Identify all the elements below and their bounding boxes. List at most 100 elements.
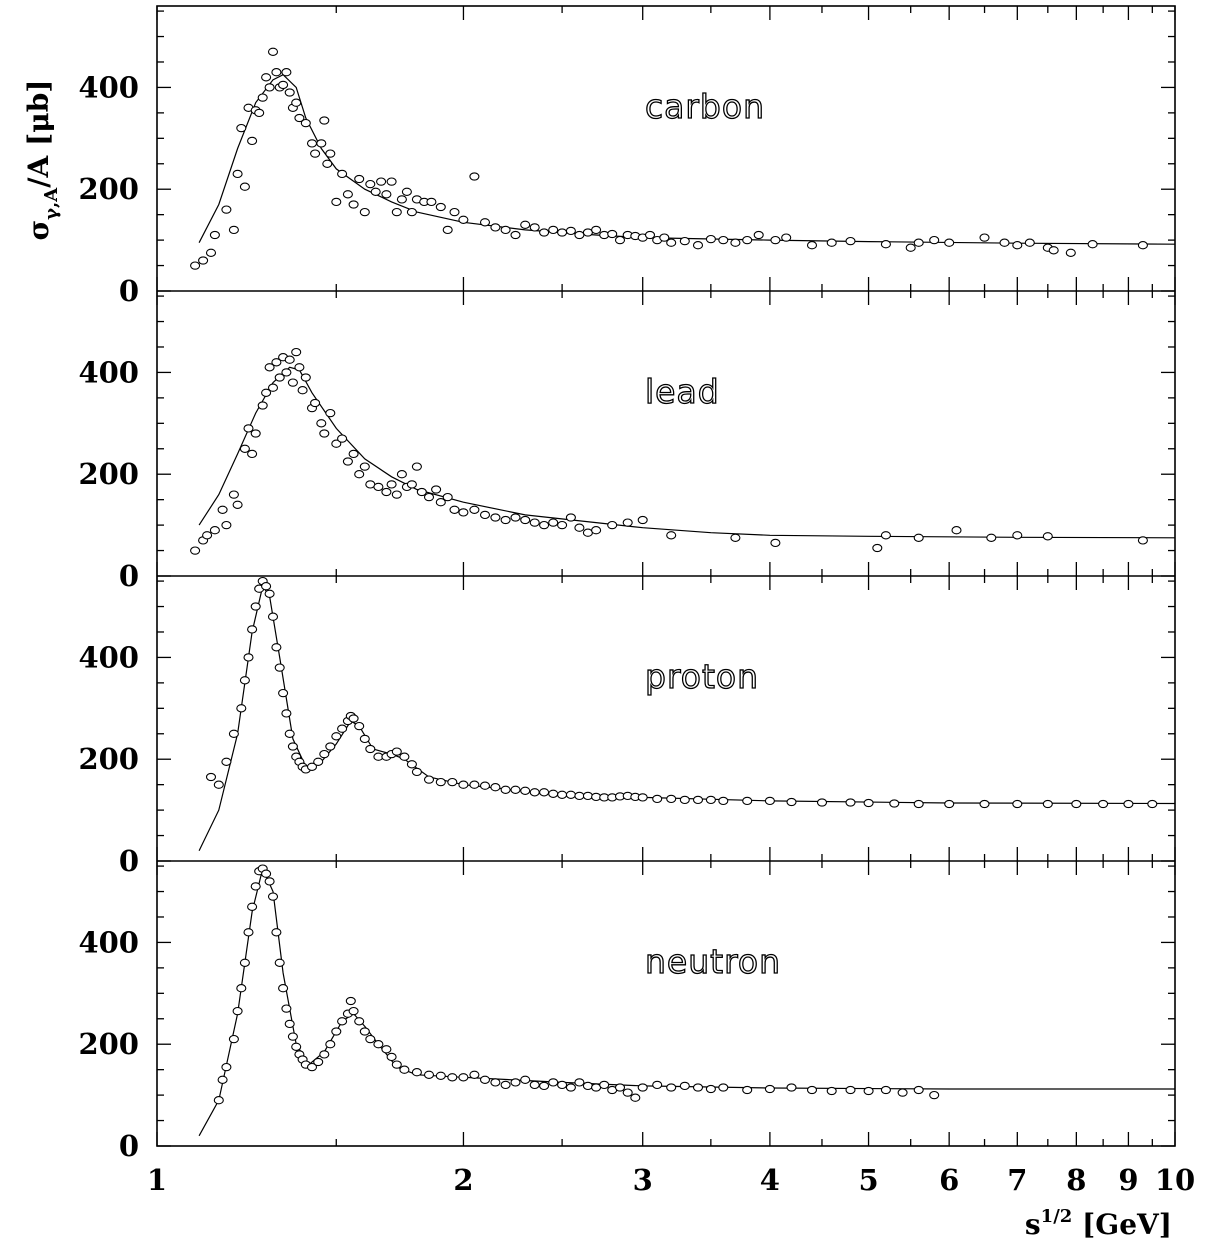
data-point	[929, 235, 940, 245]
data-point	[310, 398, 321, 408]
panels: 0 200 400 carbon 0 200 400 lead 0 200 400 proton 0 20…	[78, 6, 1176, 1163]
data-point	[411, 767, 422, 777]
data-point	[247, 136, 258, 146]
data-point	[692, 1083, 704, 1092]
data-point	[386, 177, 397, 186]
data-point	[243, 928, 254, 937]
y-tick-label: 400	[78, 70, 139, 104]
data-point	[718, 235, 729, 245]
data-point	[331, 732, 342, 741]
data-point	[529, 223, 540, 232]
data-point	[1087, 240, 1098, 249]
data-point	[520, 786, 531, 795]
data-point	[458, 780, 469, 789]
y-axis-title-unit: /A [μb]	[22, 79, 55, 187]
data-point	[406, 207, 417, 217]
data-point	[826, 1086, 837, 1096]
data-point	[539, 788, 550, 797]
x-axis-title-sup: 1/2	[1041, 1206, 1073, 1227]
data-point	[944, 799, 955, 809]
data-point	[469, 780, 480, 789]
data-point	[316, 139, 327, 148]
data-point	[764, 796, 775, 806]
data-point	[267, 892, 279, 901]
data-point	[614, 1083, 626, 1092]
data-point	[271, 68, 282, 77]
data-point	[490, 223, 501, 232]
data-point	[1137, 241, 1148, 250]
data-point	[359, 207, 370, 217]
data-point	[679, 795, 690, 805]
data-point	[431, 485, 442, 494]
data-point	[913, 238, 924, 247]
data-point	[271, 643, 282, 652]
data-point	[510, 785, 521, 794]
data-point	[274, 663, 285, 672]
data-point	[348, 449, 359, 459]
panel-carbon: 0 200 400 carbon	[78, 6, 1176, 308]
data-point	[287, 742, 298, 751]
data-point	[221, 520, 232, 530]
data-point	[426, 197, 437, 207]
data-point	[435, 202, 446, 212]
data-point	[999, 238, 1010, 247]
data-point	[354, 721, 365, 731]
data-point	[250, 602, 261, 611]
data-point	[300, 373, 311, 382]
data-point	[274, 958, 285, 967]
data-point	[705, 234, 716, 244]
data-point	[435, 1071, 446, 1080]
data-point	[529, 1080, 540, 1090]
data-point	[447, 777, 458, 787]
x-axis: 1 2 3 4 5 6 7 8 9 10	[147, 1163, 1195, 1197]
data-point	[391, 747, 402, 756]
y-tick-label: 400	[78, 355, 139, 389]
data-point	[479, 781, 491, 790]
data-point	[423, 775, 435, 784]
data-point	[442, 492, 453, 502]
data-point	[565, 226, 576, 236]
data-point	[806, 1085, 818, 1095]
data-point	[442, 225, 453, 235]
data-point	[284, 1019, 295, 1029]
data-point	[520, 1075, 531, 1084]
data-point	[381, 190, 392, 199]
panel-label-neutron: neutron	[645, 942, 781, 981]
data-point	[479, 510, 491, 520]
data-point	[342, 190, 353, 199]
data-point	[373, 1040, 384, 1049]
data-point	[306, 139, 318, 148]
x-tick-label: 7	[1007, 1163, 1027, 1197]
y-tick-label: 0	[119, 559, 139, 593]
data-point	[1147, 799, 1158, 809]
data-point	[500, 1080, 511, 1090]
data-point	[652, 794, 663, 804]
data-point	[607, 520, 618, 530]
data-point	[209, 526, 220, 535]
data-point	[406, 760, 417, 769]
data-point	[381, 487, 392, 497]
data-point	[281, 1004, 292, 1013]
y-tick-label: 0	[119, 1129, 139, 1163]
data-point	[239, 444, 250, 453]
data-point	[254, 108, 265, 118]
data-point	[239, 676, 250, 685]
data-point	[365, 744, 376, 754]
data-point	[1012, 241, 1023, 250]
data-point	[386, 1052, 397, 1062]
data-point	[880, 240, 891, 249]
data-point	[637, 793, 648, 802]
data-point	[228, 729, 239, 738]
data-point	[267, 612, 279, 621]
data-point	[574, 1078, 585, 1087]
data-point	[365, 179, 376, 189]
data-point	[228, 225, 239, 235]
data-point	[396, 195, 407, 204]
data-point	[319, 749, 330, 759]
data-point	[863, 1086, 874, 1096]
data-point	[582, 791, 593, 801]
data-point	[490, 513, 501, 522]
data-point	[232, 500, 243, 509]
data-point	[291, 1042, 302, 1051]
data-point	[557, 790, 568, 799]
